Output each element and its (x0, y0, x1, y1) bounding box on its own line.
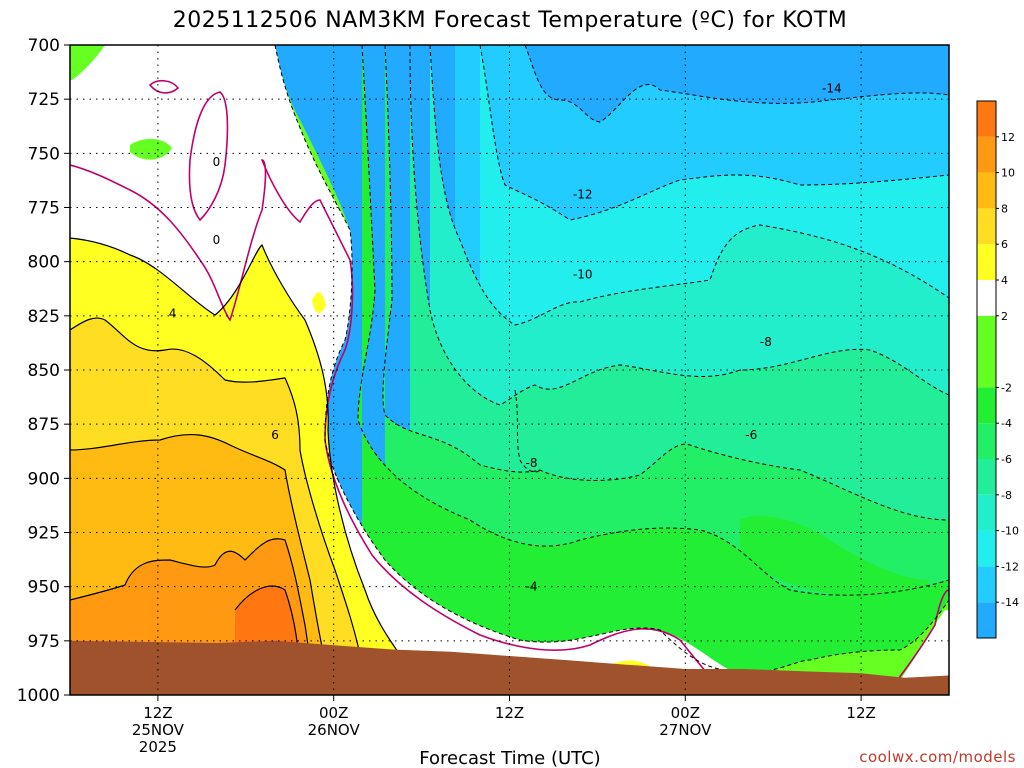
grid-lines (70, 45, 949, 695)
colorbar-swatch (977, 387, 996, 424)
minus10-contour (429, 45, 949, 326)
x-tick-label: 00Z (319, 704, 348, 722)
minus8-contour-b (514, 389, 541, 473)
eight-contour (70, 538, 313, 666)
y-tick-label: 700 (28, 36, 60, 56)
zero-contour-b (188, 91, 229, 222)
credit-text: coolwx.com/models (859, 748, 1016, 766)
x-axis-label: Forecast Time (UTC) (419, 748, 600, 768)
contour-label: -14 (822, 81, 842, 95)
colorbar-tick-label: 4 (1001, 274, 1008, 287)
contour-label: -8 (760, 335, 772, 349)
x-tick-label: 25NOV (132, 721, 185, 739)
contour-label: 0 (213, 155, 221, 169)
y-tick-label: 850 (28, 361, 60, 381)
colorbar-tick-label: -12 (1001, 560, 1019, 573)
y-tick-label: 775 (28, 199, 60, 219)
y-tick-label: 950 (28, 578, 60, 598)
zero-contour-d (889, 589, 949, 691)
colorbar-tick-label: -8 (1001, 489, 1012, 502)
colorbar-swatch (977, 602, 996, 638)
colorbar-tick-label: 10 (1001, 167, 1015, 180)
y-tick-label: 1000 (17, 686, 60, 706)
colorbar-swatch (977, 315, 996, 388)
band-yellow-blob (312, 292, 326, 314)
band-zero-blob-ul (70, 45, 105, 80)
colorbar-tick-label: 6 (1001, 238, 1008, 251)
ten-contour (234, 585, 299, 651)
colorbar-swatch (977, 136, 996, 173)
y-axis: 700 725 750 775 800 825 850 875 900 925 950 975 1000 (17, 36, 70, 706)
contour-label: 4 (169, 307, 177, 321)
y-tick-label: 800 (28, 253, 60, 273)
y-tick-label: 825 (28, 307, 60, 327)
colorbar-tick-label: 8 (1001, 202, 1008, 215)
four-contour (70, 317, 361, 656)
contour-label: -10 (573, 268, 593, 282)
contour-label: -8 (525, 456, 537, 470)
ground-surface (70, 640, 949, 695)
band-zero-blob-ul2 (130, 138, 172, 160)
chart-title: 2025112506 NAM3KM Forecast Temperature (… (173, 8, 847, 33)
band-zero-pocket-a (740, 516, 930, 603)
x-tick-label: 12Z (495, 704, 524, 722)
contour-labels: 0 0 4 6 -14 -12 -10 -8 -6 -8 -4 (169, 81, 842, 594)
band-white-pocket (900, 610, 949, 695)
y-tick-label: 900 (28, 469, 60, 489)
colorbar-tick-label: -10 (1001, 525, 1019, 538)
colorbar-swatch (977, 566, 996, 603)
y-tick-label: 750 (28, 144, 60, 164)
colorbar-swatch (977, 172, 996, 209)
six-contour (70, 434, 326, 661)
colorbar-swatch (977, 530, 996, 567)
colorbar-tick-label: 2 (1001, 310, 1008, 323)
zero-contour-a (70, 159, 731, 695)
colorbar-swatch (977, 101, 996, 137)
contour-label: -4 (525, 580, 537, 594)
colorbar-tick-label: 12 (1001, 131, 1015, 144)
x-tick-label: 26NOV (308, 721, 361, 739)
x-tick-label: 12Z (143, 704, 172, 722)
colorbar-tick-label: -6 (1001, 453, 1012, 466)
colorbar-frame (976, 100, 997, 639)
minus14-contour (524, 45, 949, 123)
contour-label: -12 (573, 188, 593, 202)
minus12-contour (479, 45, 949, 221)
y-tick-label: 925 (28, 524, 60, 544)
contour-label: -6 (745, 428, 757, 442)
colorbar-swatch (977, 494, 996, 531)
minus8-contour (409, 45, 949, 406)
colorbar-swatch (977, 208, 996, 245)
y-tick-label: 975 (28, 632, 60, 652)
minus2-contour (274, 45, 949, 695)
colorbar-swatch (977, 280, 996, 316)
x-tick-label: 27NOV (659, 721, 712, 739)
two-contour (70, 237, 401, 656)
colorbar-tick-label: -4 (1001, 417, 1012, 430)
contour-label: 6 (271, 428, 279, 442)
colorbar-swatch (977, 423, 996, 459)
x-tick-label: 2025 (139, 738, 177, 756)
contour-lines (70, 45, 949, 695)
minus6-contour (382, 45, 949, 521)
y-tick-label: 725 (28, 90, 60, 110)
minus4-contour (357, 45, 949, 596)
y-tick-label: 875 (28, 415, 60, 435)
x-tick-label: 12Z (846, 704, 875, 722)
colorbar-tick-label: -14 (1001, 596, 1019, 609)
x-tick-label: 00Z (671, 704, 700, 722)
colorbar-swatch (977, 244, 996, 280)
colorbar: -14 -12 -10 -8 -6 -4 -2 2 4 6 8 10 12 (976, 100, 1019, 639)
colorbar-tick-label: -2 (1001, 381, 1012, 394)
contour-label: 0 (213, 233, 221, 247)
colorbar-swatch (977, 459, 996, 495)
